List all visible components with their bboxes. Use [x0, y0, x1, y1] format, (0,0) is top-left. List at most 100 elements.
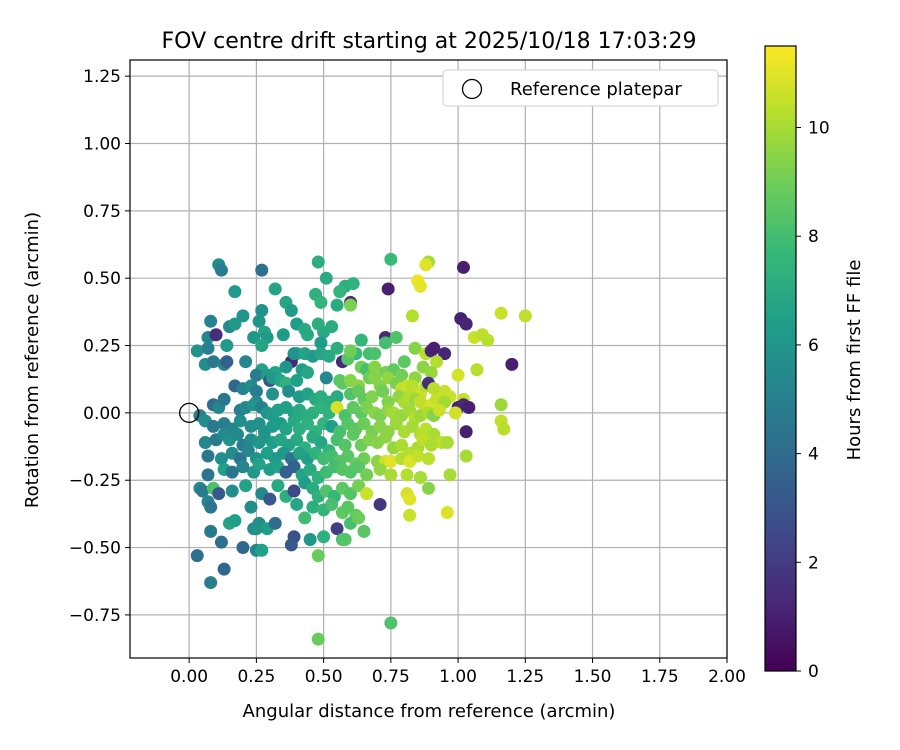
data-point [456, 260, 470, 274]
data-point [430, 355, 444, 369]
y-tick-label: 1.25 [83, 67, 121, 87]
y-tick-label: 0.75 [83, 202, 121, 222]
data-point [365, 390, 379, 404]
data-point [255, 339, 269, 353]
data-point [204, 524, 218, 538]
data-point [303, 462, 317, 476]
data-point [231, 427, 245, 441]
y-tick-label: −0.75 [69, 606, 121, 626]
data-point [319, 371, 333, 385]
colorbar-tick-label: 10 [808, 119, 830, 139]
data-point [287, 484, 301, 498]
data-point [427, 427, 441, 441]
data-point [357, 524, 371, 538]
data-point [282, 384, 296, 398]
x-tick-label: 0.75 [372, 667, 410, 687]
x-tick-label: 0.50 [305, 667, 343, 687]
data-point [214, 263, 228, 277]
data-point [311, 549, 325, 563]
data-point [190, 344, 204, 358]
data-point [271, 479, 285, 493]
data-point [470, 363, 484, 377]
x-tick-label: 1.50 [574, 667, 612, 687]
data-point [403, 508, 417, 522]
data-point [236, 541, 250, 555]
data-point [311, 255, 325, 269]
data-point [330, 390, 344, 404]
data-point [440, 506, 454, 520]
x-axis-label: Angular distance from reference (arcmin) [243, 701, 616, 722]
reference-marker [179, 402, 200, 424]
data-point [422, 452, 435, 466]
data-point [451, 368, 465, 382]
data-point [373, 497, 387, 511]
data-point [481, 333, 495, 347]
y-tick-label: 0.50 [83, 269, 121, 289]
data-point [252, 314, 266, 328]
data-point [341, 500, 355, 514]
data-point [384, 468, 398, 482]
y-tick-label: 1.00 [83, 135, 121, 155]
data-point [384, 252, 398, 266]
data-point [413, 279, 427, 293]
data-point [279, 360, 293, 374]
data-point [266, 387, 280, 401]
data-point [314, 336, 328, 350]
data-point [263, 492, 277, 506]
data-point [325, 497, 339, 511]
data-point [217, 562, 231, 576]
data-point [341, 449, 355, 463]
data-point [298, 511, 312, 525]
data-point [346, 427, 360, 441]
data-point [397, 355, 411, 369]
data-point [419, 258, 433, 272]
colorbar-tick-label: 4 [808, 445, 819, 465]
y-tick-label: −0.25 [69, 471, 121, 491]
data-point [424, 365, 438, 379]
colorbar-tick-label: 2 [808, 553, 819, 573]
data-point [255, 543, 269, 557]
data-point [395, 438, 409, 452]
data-point [300, 365, 314, 379]
data-point [241, 444, 255, 458]
data-point [220, 339, 234, 353]
data-point [338, 532, 352, 546]
data-point [378, 430, 392, 444]
data-point [279, 422, 293, 436]
data-point [228, 514, 242, 528]
data-point [378, 336, 392, 350]
data-point [494, 398, 508, 412]
data-point [408, 341, 422, 355]
data-point [225, 465, 239, 479]
data-point [462, 400, 476, 414]
legend: Reference platepar [442, 69, 719, 107]
data-point [432, 403, 446, 417]
data-point [268, 282, 282, 296]
data-point [459, 425, 473, 439]
data-point [228, 317, 242, 331]
data-point [443, 468, 457, 482]
data-point [204, 500, 218, 514]
data-point [322, 349, 336, 363]
data-point [325, 320, 339, 334]
data-point [196, 484, 210, 498]
data-point [352, 460, 366, 474]
data-point [424, 438, 438, 452]
data-point [244, 500, 258, 514]
data-point [236, 460, 250, 474]
data-point [225, 484, 239, 498]
data-point [360, 468, 374, 482]
data-point [389, 330, 403, 344]
colorbar-tick-label: 8 [808, 227, 819, 247]
data-point [360, 487, 374, 501]
data-point [201, 341, 215, 355]
legend-marker [461, 78, 483, 100]
data-point [338, 438, 352, 452]
data-point [204, 576, 218, 590]
data-point [249, 368, 263, 382]
data-point [346, 277, 360, 291]
data-points [190, 252, 532, 646]
data-point [287, 460, 301, 474]
data-point [344, 344, 358, 358]
